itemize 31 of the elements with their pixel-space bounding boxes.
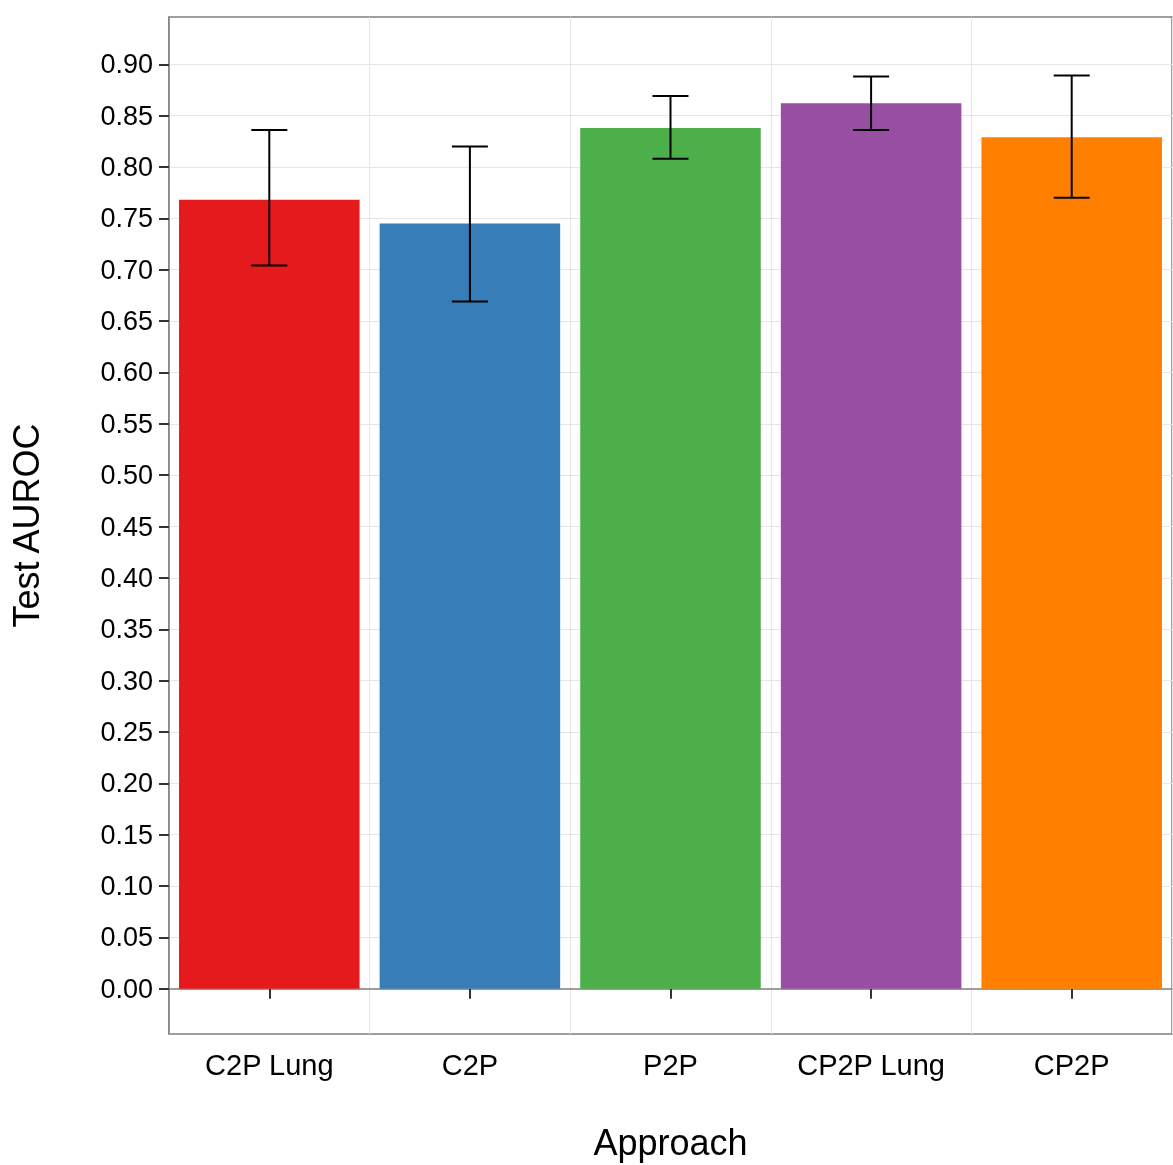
y-tick-label: 0.90 — [100, 49, 153, 80]
y-tick-label: 0.70 — [100, 254, 153, 285]
y-tick-label: 0.85 — [100, 100, 153, 131]
y-tick-label: 0.75 — [100, 203, 153, 234]
x-tick-label: C2P — [441, 1048, 499, 1081]
bar — [580, 127, 761, 989]
y-tick-label: 0.40 — [100, 562, 153, 593]
x-tick-label: CP2P Lung — [797, 1048, 946, 1081]
y-tick-label: 0.35 — [100, 614, 153, 645]
y-tick-label: 0.05 — [100, 922, 153, 953]
bar — [379, 223, 561, 989]
y-tick-label: 0.55 — [100, 408, 153, 439]
bar — [981, 137, 1162, 989]
x-tick-label: P2P — [643, 1048, 698, 1081]
y-tick-label: 0.15 — [100, 819, 153, 850]
y-tick-label: 0.25 — [100, 716, 153, 747]
x-tick-label: C2P Lung — [205, 1048, 334, 1081]
x-axis-title: Approach — [593, 1121, 748, 1163]
y-tick-label: 0.80 — [100, 151, 153, 182]
y-tick-label: 0.45 — [100, 511, 153, 542]
y-tick-label: 0.10 — [100, 871, 153, 902]
y-tick-label: 0.60 — [100, 357, 153, 388]
y-axis-title: Test AUROC — [5, 423, 47, 628]
y-tick-label: 0.65 — [100, 306, 153, 337]
y-tick-label: 0.50 — [100, 460, 153, 491]
bar — [780, 103, 962, 989]
bar — [179, 199, 360, 989]
y-tick-label: 0.20 — [100, 768, 153, 799]
x-tick-label: CP2P — [1033, 1048, 1110, 1081]
y-tick-label: 0.30 — [100, 665, 153, 696]
y-tick-label: 0.00 — [100, 973, 153, 1004]
